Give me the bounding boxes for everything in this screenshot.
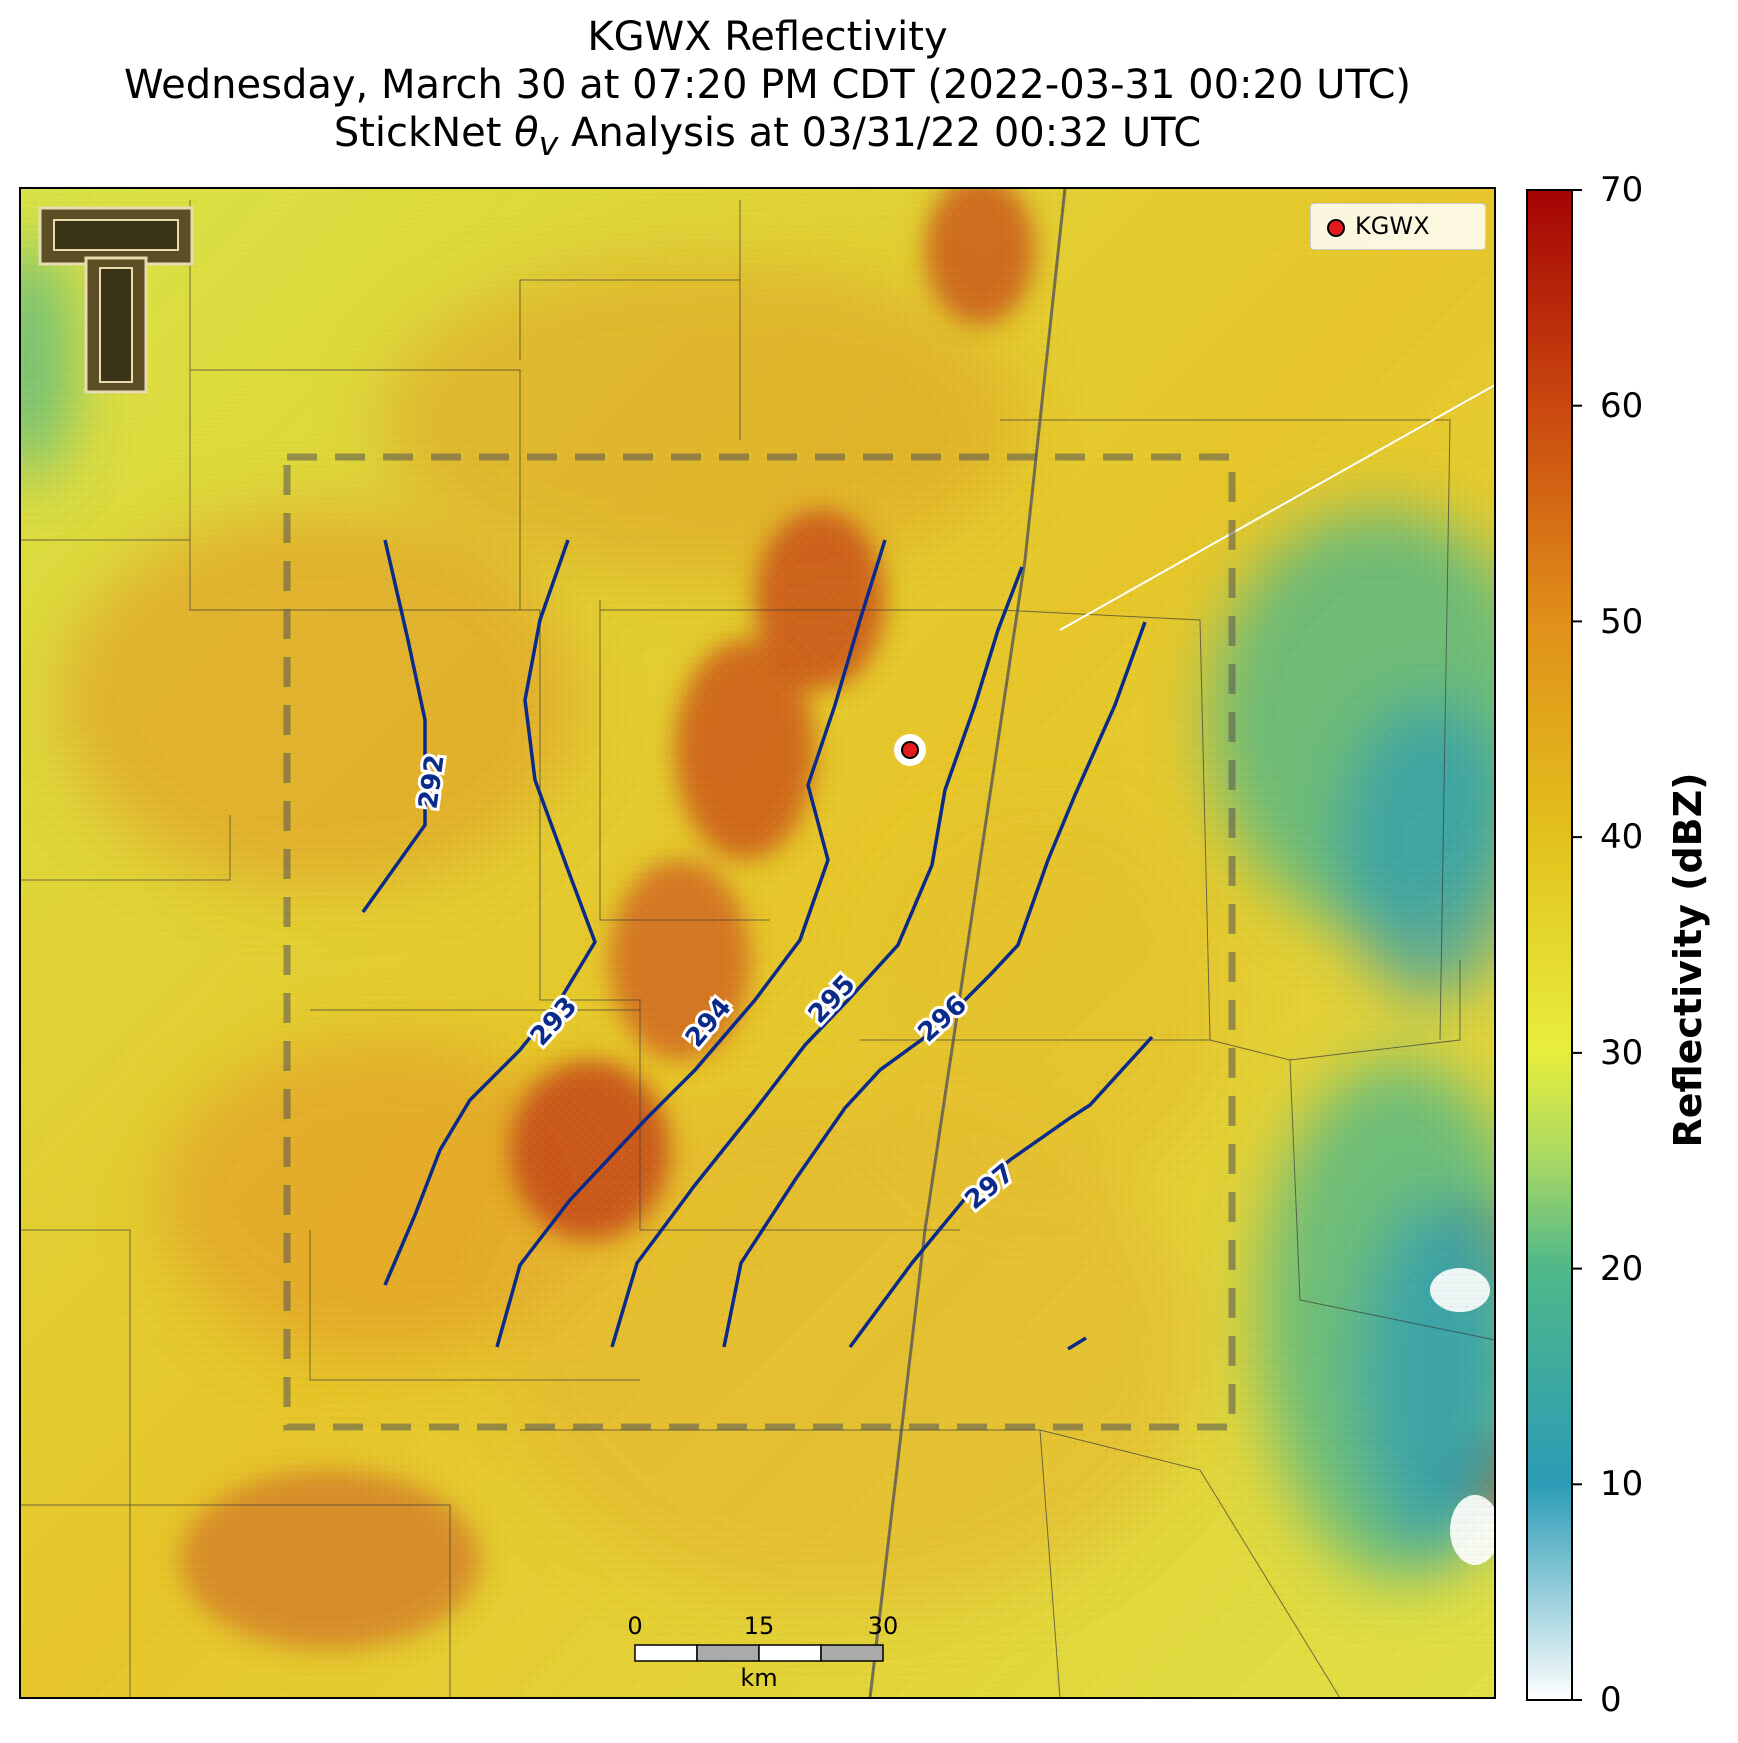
colorbar-tick-20: 20	[1600, 1249, 1644, 1289]
scalebar-unit: km	[740, 1664, 778, 1692]
theta-v-contours	[361, 539, 1154, 1351]
kgwx-marker	[901, 741, 919, 759]
texas-tech-logo	[38, 206, 194, 394]
colorbar-tick-10: 10	[1600, 1464, 1644, 1504]
reflectivity-field	[20, 188, 1495, 1698]
scalebar-tick-15: 15	[743, 1612, 775, 1640]
colorbar	[1526, 189, 1573, 1701]
contour-293-line	[383, 539, 597, 1286]
colorbar-tick-50: 50	[1600, 602, 1644, 642]
map-frame	[19, 187, 1496, 1699]
colorbar-tick-40: 40	[1600, 817, 1644, 857]
legend-label: KGWX	[1355, 212, 1430, 240]
contour-295-line	[610, 566, 1024, 1348]
highway-line	[868, 188, 1067, 1698]
colorbar-ticks	[1572, 189, 1582, 1701]
contour-296-line	[722, 621, 1147, 1348]
colorbar-tick-60: 60	[1600, 386, 1644, 426]
contour-297-line	[848, 1035, 1154, 1349]
scale-bar	[634, 1644, 884, 1662]
colorbar-title: Reflectivity (dBZ)	[1666, 772, 1710, 1148]
scalebar-tick-0: 0	[627, 1612, 643, 1640]
colorbar-tick-70: 70	[1600, 170, 1644, 210]
map-legend: KGWX	[1310, 203, 1486, 250]
contour-292-line	[361, 539, 427, 914]
contour-298-fragment	[1067, 1336, 1087, 1351]
contour-294-line	[495, 539, 887, 1348]
legend-marker-icon	[1327, 219, 1345, 237]
colorbar-tick-30: 30	[1600, 1033, 1644, 1073]
colorbar-tick-0: 0	[1600, 1680, 1622, 1720]
map-subtitle-analysis: StickNet θv Analysis at 03/31/22 00:32 U…	[333, 110, 1202, 163]
map-title: KGWX Reflectivity	[587, 14, 948, 60]
radar-radial-line	[1059, 384, 1495, 631]
scalebar-tick-30: 30	[867, 1612, 899, 1640]
map-subtitle-time: Wednesday, March 30 at 07:20 PM CDT (202…	[123, 62, 1412, 108]
